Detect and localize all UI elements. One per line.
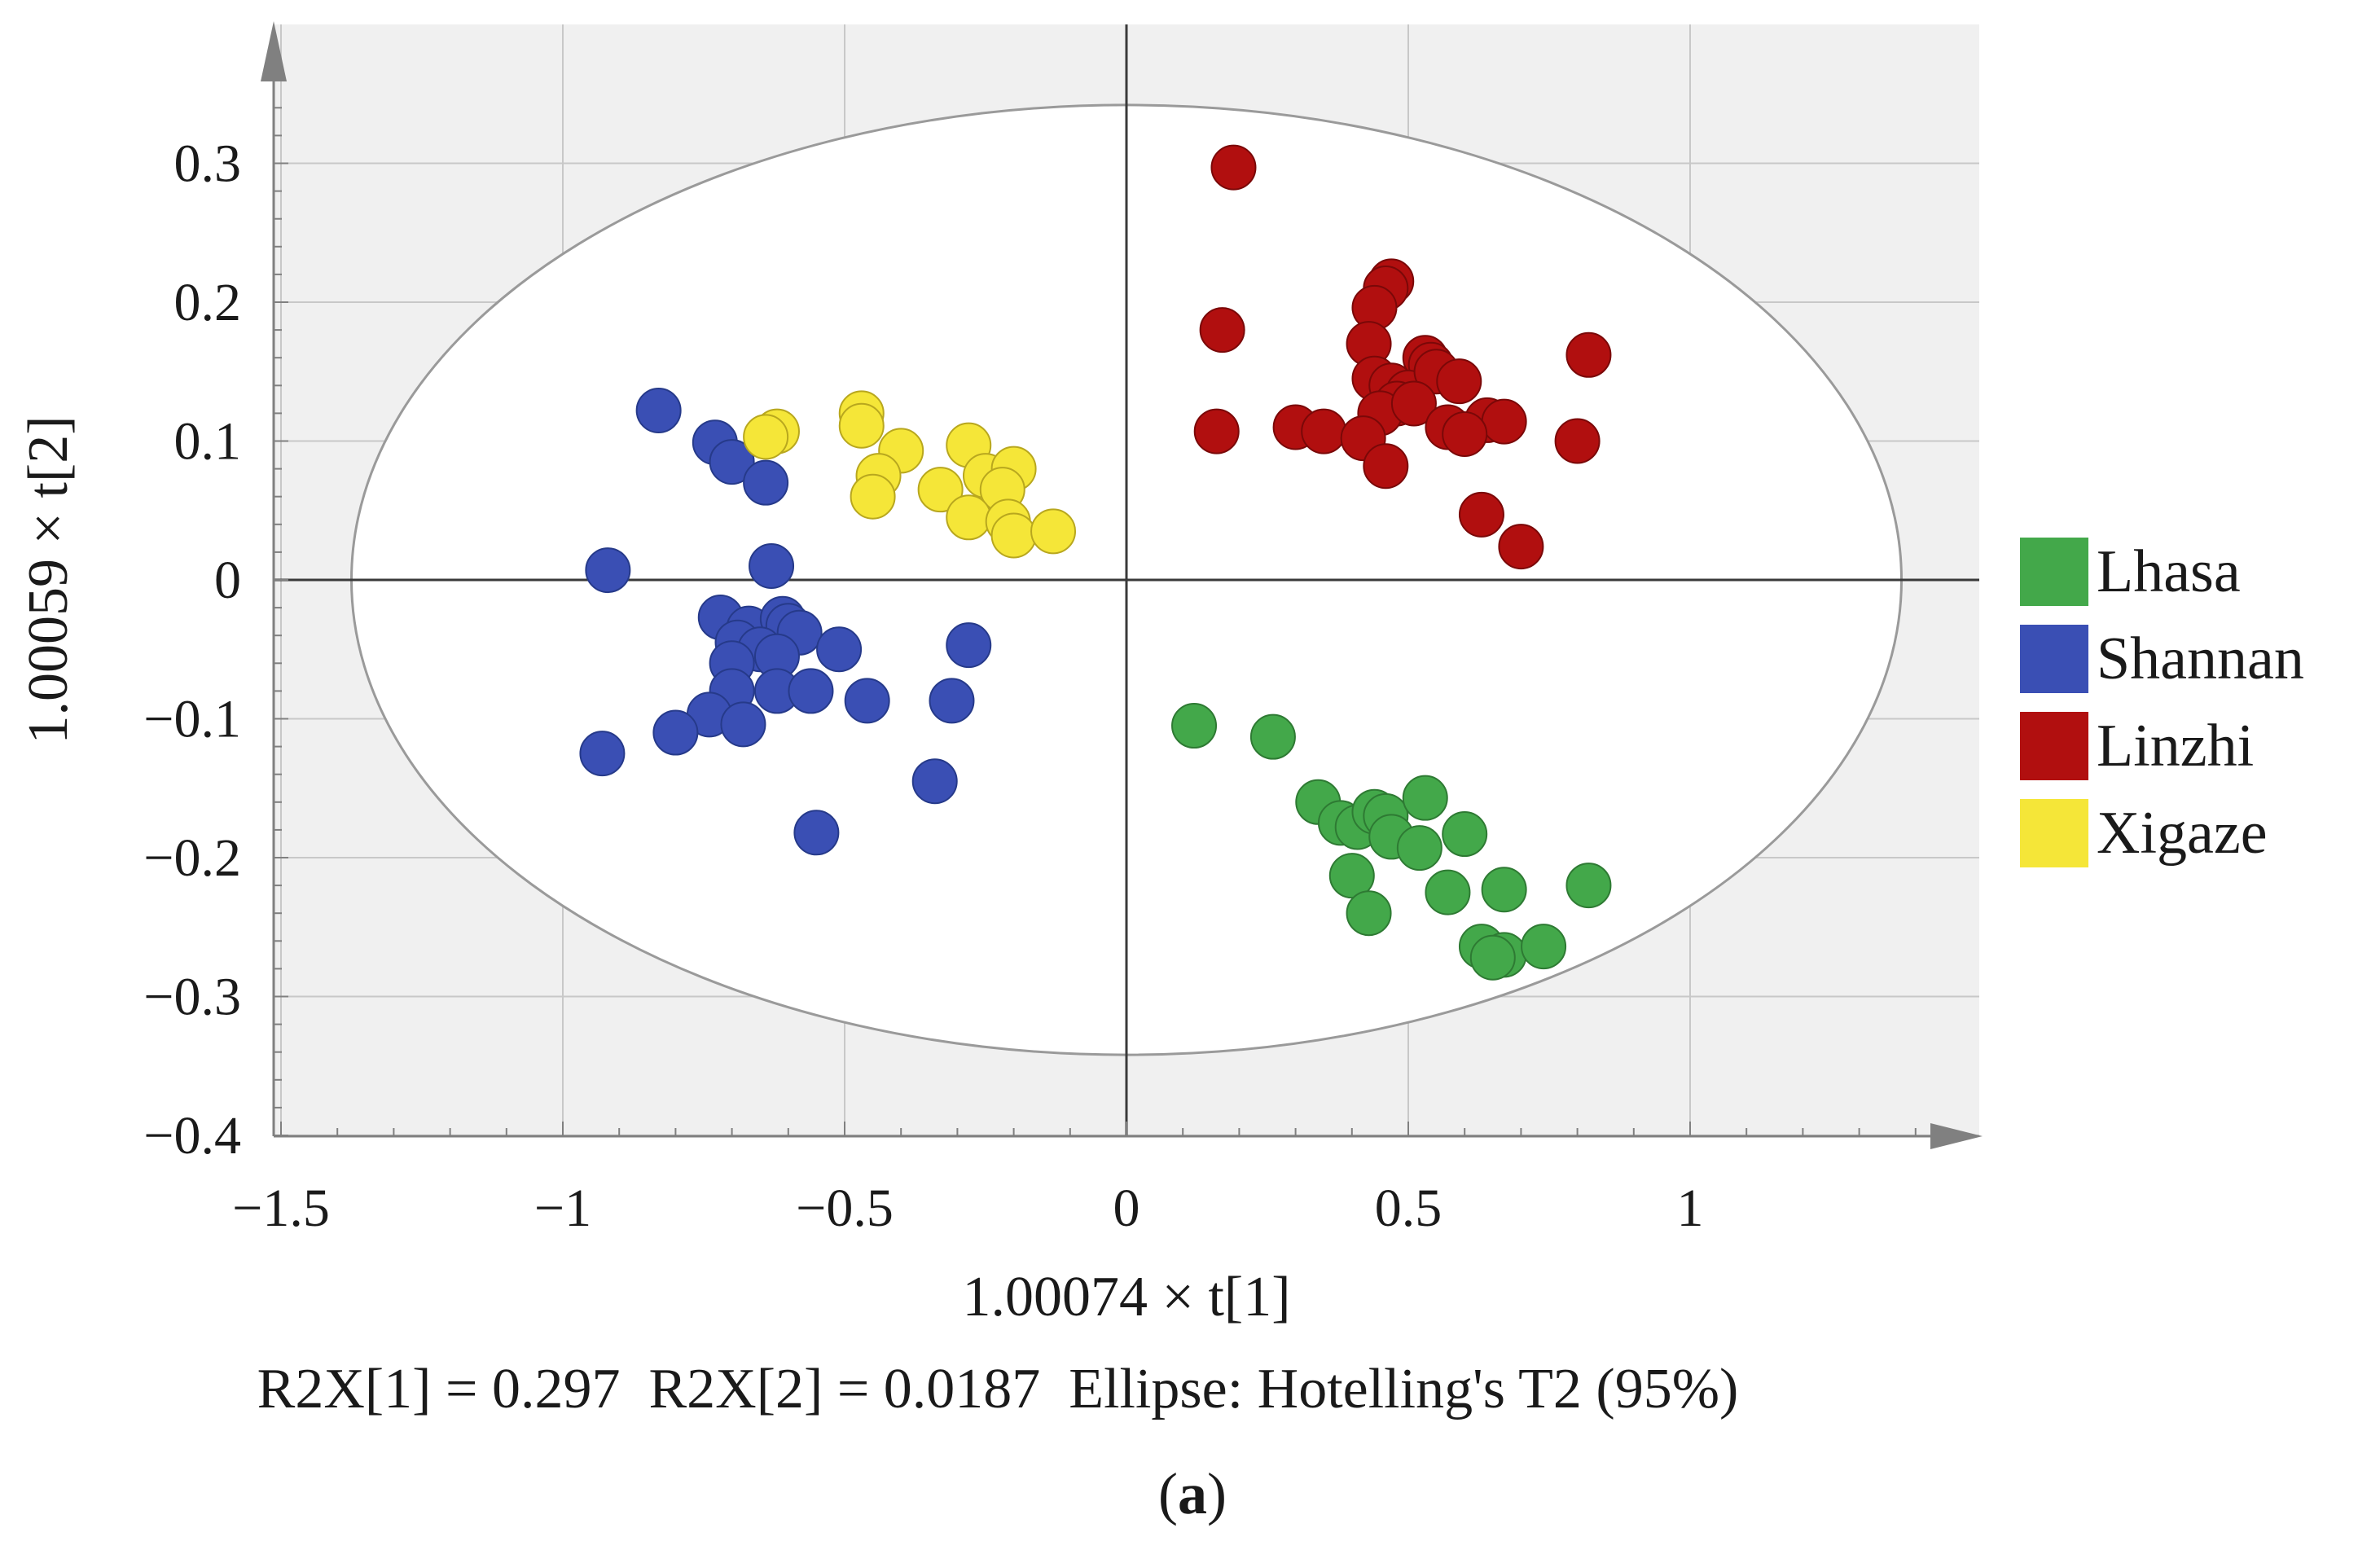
x-tick-label: −1	[534, 1179, 591, 1238]
footer-stats: R2X[1] = 0.297 R2X[2] = 0.0187 Ellipse: …	[257, 1358, 1739, 1420]
x-tick-label: 0	[1113, 1179, 1140, 1238]
data-point-shannan	[585, 547, 631, 594]
data-point-linzhi	[1436, 358, 1482, 405]
data-point-linzhi	[1458, 491, 1504, 538]
data-point-lhasa	[1442, 811, 1488, 858]
data-point-lhasa	[1328, 853, 1375, 899]
series-shannan	[579, 387, 992, 856]
data-point-xigaze	[1030, 508, 1077, 555]
data-point-lhasa	[1249, 713, 1296, 760]
y-tick-label: 0.1	[174, 412, 242, 472]
data-point-shannan	[946, 622, 992, 669]
data-point-lhasa	[1481, 867, 1527, 913]
legend-label-shannan: Shannan	[2097, 626, 2304, 692]
data-point-lhasa	[1425, 869, 1471, 915]
legend-label-xigaze: Xigaze	[2097, 800, 2268, 867]
data-point-linzhi	[1554, 418, 1601, 464]
data-point-shannan	[816, 626, 863, 673]
data-point-lhasa	[1469, 934, 1516, 981]
data-point-linzhi	[1210, 144, 1257, 191]
series-linzhi	[1193, 144, 1612, 570]
y-axis-title: 1.00059 × t[2]	[17, 415, 80, 744]
data-point-shannan	[793, 810, 840, 856]
y-tick-label: −0.1	[143, 690, 241, 749]
panel-label: (a)	[1158, 1461, 1227, 1526]
data-point-xigaze	[838, 402, 885, 449]
data-point-xigaze	[946, 494, 992, 541]
data-point-lhasa	[1346, 890, 1392, 937]
data-point-linzhi	[1442, 410, 1488, 457]
data-point-shannan	[743, 459, 789, 506]
data-point-shannan	[709, 439, 755, 485]
data-point-shannan	[749, 542, 795, 589]
data-point-linzhi	[1193, 408, 1240, 454]
x-axis-arrow	[1930, 1123, 1983, 1149]
series-xigaze	[743, 390, 1077, 559]
series-lhasa	[1171, 703, 1612, 981]
legend-label-lhasa: Lhasa	[2097, 538, 2241, 605]
x-tick-label: −1.5	[232, 1179, 330, 1238]
data-point-shannan	[579, 731, 626, 777]
data-point-shannan	[844, 678, 890, 724]
scatter-points	[579, 144, 1612, 981]
legend-swatch-shannan	[2020, 625, 2088, 693]
y-tick-label: 0.2	[174, 273, 242, 332]
y-tick-label: 0.3	[174, 134, 242, 194]
data-point-linzhi	[1199, 307, 1245, 353]
axes	[261, 21, 1983, 1149]
panel-label-close: )	[1207, 1461, 1227, 1526]
zero-lines	[274, 24, 1979, 1136]
panel-label-letter: a	[1178, 1461, 1207, 1526]
legend-swatch-xigaze	[2020, 799, 2088, 867]
tick-labels: −1.5 −1 −0.5 0 0.5 1 0.3 0.2 0.1 0 −0.1 −0.2 −0.3 −0.…	[143, 134, 1703, 1239]
data-point-lhasa	[1396, 825, 1442, 871]
data-point-shannan	[720, 701, 766, 748]
x-axis-title: 1.00074 × t[1]	[962, 1266, 1290, 1328]
data-point-linzhi	[1363, 443, 1409, 490]
panel-label-open: (	[1158, 1461, 1178, 1526]
data-point-linzhi	[1301, 408, 1347, 454]
y-tick-label: −0.2	[143, 828, 241, 888]
legend: Lhasa Shannan Linzhi Xigaze	[2020, 538, 2304, 867]
data-point-shannan	[652, 709, 699, 756]
x-tick-label: 0.5	[1375, 1179, 1442, 1238]
data-point-lhasa	[1521, 924, 1567, 970]
y-tick-label: 0	[214, 551, 241, 610]
data-point-linzhi	[1565, 331, 1612, 378]
legend-swatch-linzhi	[2020, 712, 2088, 780]
legend-label-linzhi: Linzhi	[2097, 713, 2254, 779]
x-tick-label: 1	[1677, 1179, 1704, 1238]
data-point-xigaze	[850, 473, 896, 520]
x-tick-label: −0.5	[796, 1179, 894, 1238]
data-point-linzhi	[1481, 398, 1527, 445]
data-point-lhasa	[1565, 863, 1612, 909]
data-point-lhasa	[1171, 703, 1218, 749]
data-point-xigaze	[917, 467, 964, 513]
y-axis-arrow	[261, 21, 287, 81]
data-point-shannan	[788, 668, 834, 714]
data-point-shannan	[911, 758, 958, 805]
data-point-xigaze	[743, 414, 789, 460]
data-point-xigaze	[990, 512, 1037, 559]
data-point-linzhi	[1390, 380, 1437, 427]
data-point-shannan	[635, 387, 682, 433]
data-point-shannan	[929, 678, 975, 724]
data-point-linzhi	[1498, 524, 1544, 570]
y-tick-label: −0.4	[143, 1106, 241, 1166]
y-tick-label: −0.3	[143, 968, 241, 1027]
data-point-lhasa	[1402, 775, 1448, 821]
legend-swatch-lhasa	[2020, 538, 2088, 606]
